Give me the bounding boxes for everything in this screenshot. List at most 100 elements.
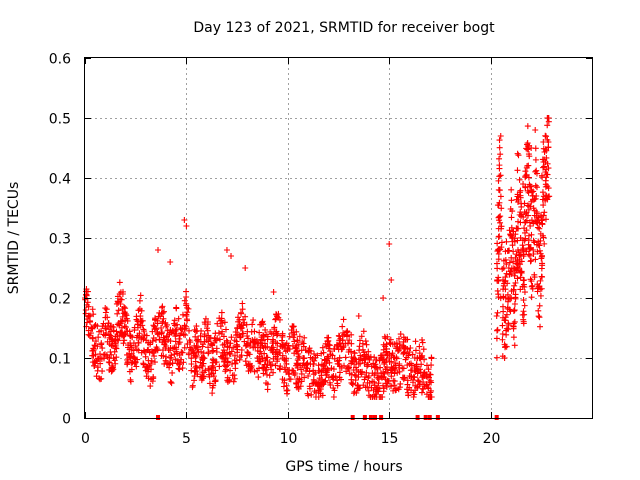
data-point — [526, 252, 533, 259]
data-point — [251, 328, 258, 335]
peak-point — [181, 217, 188, 223]
data-point — [85, 313, 92, 320]
data-point — [279, 355, 286, 361]
data-point — [279, 343, 286, 350]
data-point — [147, 361, 154, 367]
data-point — [512, 269, 519, 276]
data-point — [419, 336, 426, 343]
data-point — [545, 139, 552, 145]
data-point — [506, 259, 513, 266]
data-point — [103, 352, 110, 359]
data-point — [135, 339, 142, 346]
data-point — [172, 356, 179, 363]
data-point — [503, 270, 510, 277]
data-point — [210, 364, 217, 371]
data-point — [370, 379, 377, 385]
data-point — [117, 289, 124, 296]
data-point — [226, 377, 233, 384]
data-point — [260, 332, 267, 339]
data-point — [510, 307, 517, 314]
data-point — [355, 361, 362, 367]
data-point — [315, 362, 322, 369]
data-point — [385, 378, 392, 385]
data-point — [365, 373, 372, 379]
data-point — [231, 352, 238, 359]
data-point — [533, 213, 540, 220]
data-point — [128, 366, 135, 373]
data-point — [339, 323, 346, 330]
data-point — [168, 355, 175, 361]
data-point — [380, 374, 387, 381]
data-point — [240, 322, 247, 329]
data-point — [545, 193, 552, 200]
peak-point — [497, 133, 504, 139]
data-point — [117, 301, 124, 307]
data-point — [173, 331, 180, 337]
data-point — [506, 306, 513, 313]
peak-point — [355, 313, 362, 319]
data-point — [498, 225, 505, 232]
data-point — [86, 332, 93, 339]
data-point — [529, 285, 536, 292]
data-point — [306, 385, 313, 392]
data-point — [305, 348, 312, 355]
data-point — [514, 237, 521, 244]
data-point — [530, 237, 537, 244]
data-point — [186, 327, 193, 334]
data-point — [541, 240, 548, 247]
gap-marker — [373, 415, 378, 420]
data-point — [122, 331, 129, 337]
data-point — [164, 321, 171, 328]
data-point — [528, 257, 535, 264]
data-point — [524, 146, 531, 153]
data-point — [263, 371, 270, 378]
data-point — [213, 337, 220, 344]
data-point — [330, 373, 337, 379]
x-tick-label: 0 — [81, 431, 90, 447]
data-point — [233, 357, 240, 364]
data-point — [184, 304, 191, 311]
data-point — [102, 305, 109, 312]
data-point — [84, 288, 91, 295]
gap-marker — [494, 415, 499, 420]
data-point — [172, 348, 179, 355]
peak-point — [167, 259, 174, 265]
data-point — [508, 235, 515, 241]
data-point — [93, 373, 100, 380]
data-point — [363, 341, 370, 348]
data-point — [129, 334, 136, 341]
data-point — [311, 350, 318, 357]
data-point — [156, 309, 163, 316]
data-point — [524, 163, 531, 169]
data-point — [402, 344, 409, 351]
data-point — [89, 335, 96, 342]
data-point — [517, 274, 524, 281]
data-point — [519, 242, 526, 249]
data-point — [293, 380, 300, 387]
data-point — [239, 300, 246, 307]
data-point — [524, 202, 531, 209]
data-point — [494, 287, 501, 294]
data-point — [242, 342, 249, 349]
data-point — [401, 349, 408, 355]
data-point — [322, 377, 329, 384]
data-point — [256, 329, 263, 336]
data-point — [218, 309, 225, 316]
data-point — [411, 374, 418, 381]
data-point — [508, 186, 515, 193]
data-point — [194, 365, 201, 372]
data-point — [379, 382, 386, 389]
peak-point — [386, 241, 393, 247]
data-point — [528, 294, 535, 301]
data-point — [416, 343, 423, 350]
y-tick-label: 0.4 — [49, 172, 71, 188]
data-point — [496, 199, 503, 206]
data-point — [511, 301, 518, 307]
data-point — [507, 231, 514, 238]
data-point — [371, 363, 378, 370]
data-point — [510, 258, 517, 265]
data-point — [503, 238, 510, 245]
data-point — [305, 373, 312, 379]
data-point — [496, 247, 503, 254]
data-point — [493, 354, 500, 361]
